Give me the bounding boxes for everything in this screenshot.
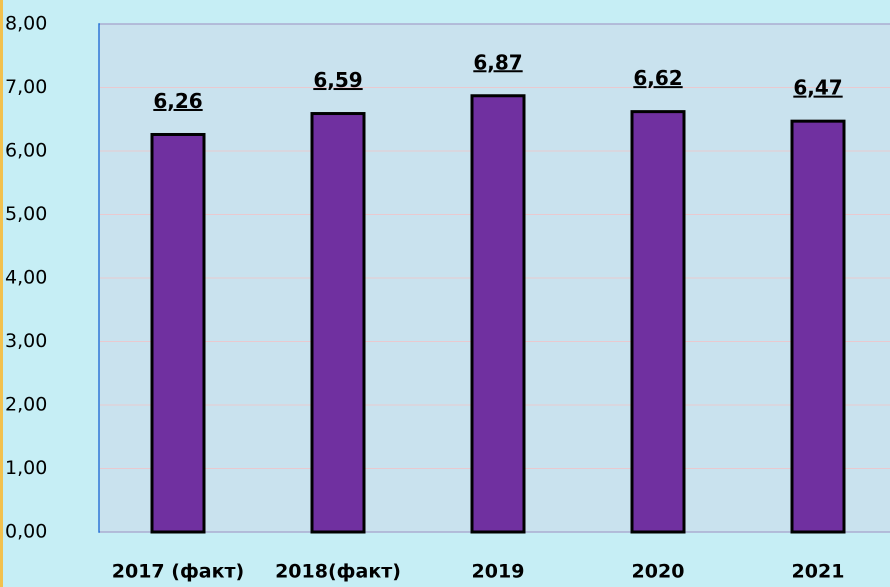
y-tick-label: 2,00	[5, 394, 47, 416]
bar	[790, 119, 846, 534]
x-tick-label: 2020	[632, 561, 685, 583]
data-label: 6,59	[313, 68, 362, 92]
data-label: 6,62	[633, 66, 682, 90]
x-tick-label: 2018(факт)	[275, 561, 401, 583]
data-label: 6,47	[793, 76, 842, 100]
y-tick-label: 0,00	[5, 521, 47, 543]
x-tick-label: 2017 (факт)	[112, 561, 244, 583]
x-tick-label: 2019	[472, 561, 525, 583]
data-label: 6,87	[473, 50, 522, 74]
bar	[470, 94, 526, 534]
edge-stripe	[0, 0, 3, 587]
bar	[310, 112, 366, 534]
bar	[630, 110, 686, 534]
x-tick-label: 2021	[792, 561, 845, 583]
y-tick-label: 5,00	[5, 203, 47, 225]
y-tick-label: 3,00	[5, 330, 47, 352]
data-label: 6,26	[153, 89, 202, 113]
y-tick-label: 8,00	[5, 13, 47, 35]
y-tick-label: 7,00	[5, 76, 47, 98]
y-tick-label: 1,00	[5, 457, 47, 479]
y-tick-label: 6,00	[5, 140, 47, 162]
bar	[150, 132, 206, 534]
y-tick-label: 4,00	[5, 267, 47, 289]
